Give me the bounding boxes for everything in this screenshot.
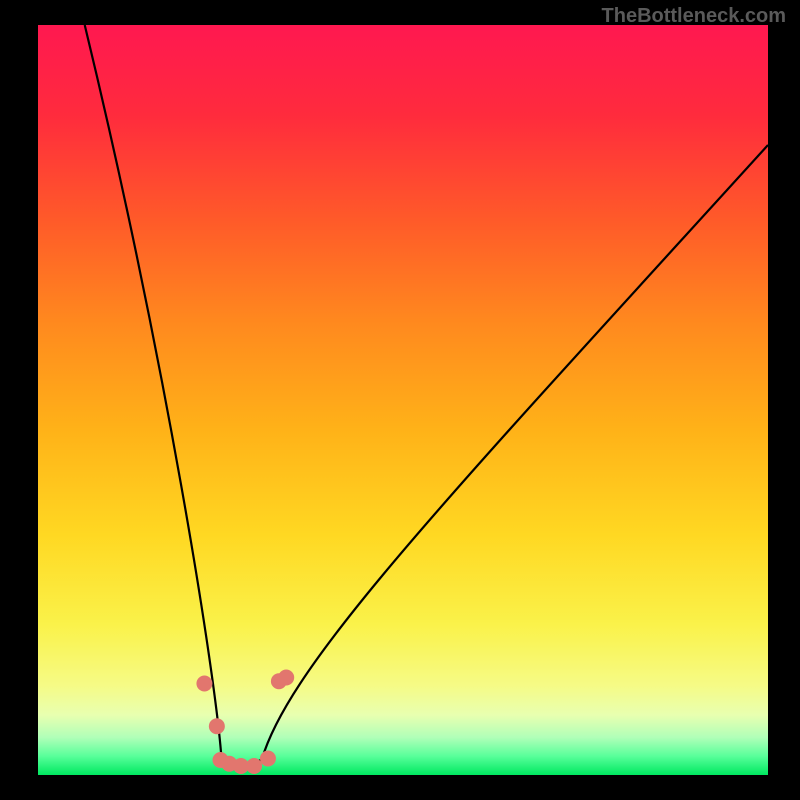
data-marker bbox=[278, 670, 294, 686]
data-marker bbox=[196, 676, 212, 692]
chart-svg bbox=[38, 25, 768, 775]
data-marker bbox=[209, 718, 225, 734]
gradient-background bbox=[38, 25, 768, 775]
data-marker bbox=[260, 751, 276, 767]
data-marker bbox=[246, 758, 262, 774]
watermark: TheBottleneck.com bbox=[602, 5, 786, 28]
chart-plot bbox=[38, 25, 768, 775]
